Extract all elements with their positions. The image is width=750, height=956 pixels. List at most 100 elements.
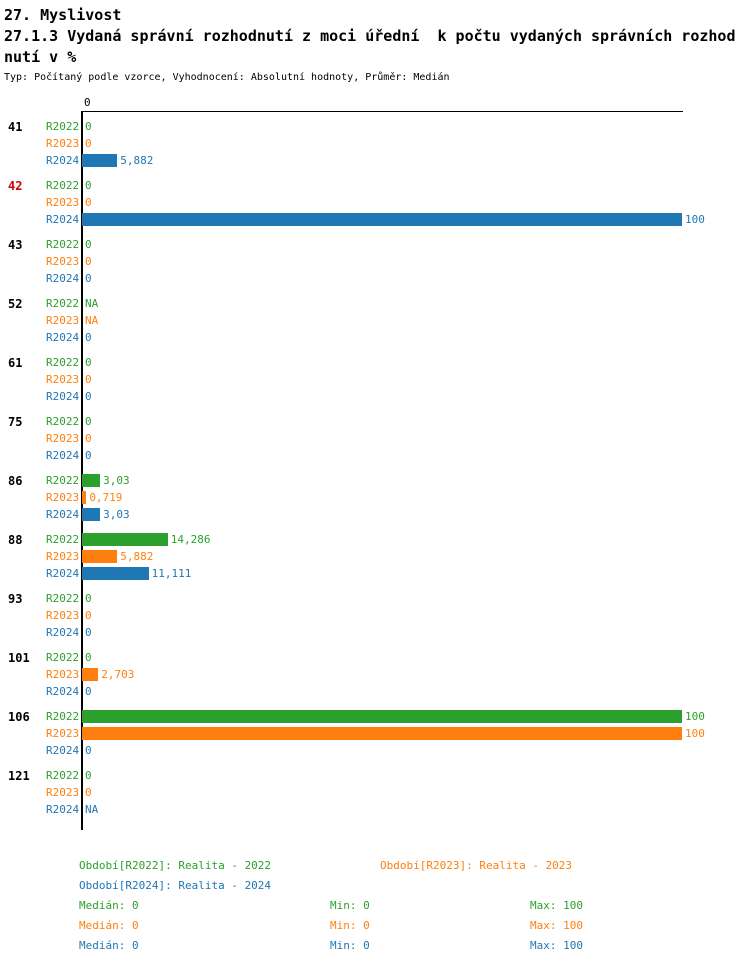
chart-footer: Období[R2022]: Realita - 2022 Období[R20…: [0, 856, 750, 956]
series-label: R2022: [46, 769, 80, 782]
bar-row: R2024 0: [0, 388, 750, 405]
bar-track: 0: [82, 742, 750, 759]
stat-median-r2022: Medián: 0: [79, 899, 139, 912]
bar-track: 0,719: [82, 489, 750, 506]
bar: [82, 727, 682, 740]
axis-tick-label: 0: [84, 96, 91, 109]
series-label: R2024: [46, 803, 80, 816]
category-label: 52: [8, 296, 23, 311]
series-label: R2022: [46, 297, 80, 310]
bar-value-label: 5,882: [120, 550, 154, 563]
bar-value-label: 14,286: [170, 533, 211, 546]
bar-value-label: 0: [85, 331, 92, 344]
bar-track: 100: [82, 708, 750, 725]
series-label: R2022: [46, 356, 80, 369]
series-label: R2023: [46, 491, 80, 504]
category-label: 86: [8, 473, 23, 488]
series-label: R2024: [46, 154, 80, 167]
series-label: R2024: [46, 331, 80, 344]
bar-value-label: 0: [85, 238, 92, 251]
series-label: R2024: [46, 744, 80, 757]
bar-value-label: 0: [85, 272, 92, 285]
bar-row: R2024 3,03: [0, 506, 750, 523]
bar-group: 106 R2022 100 R2023 100 R2024 0: [0, 708, 750, 759]
bar-value-label: 0: [85, 626, 92, 639]
series-label: R2024: [46, 685, 80, 698]
series-label: R2022: [46, 710, 80, 723]
bar-track: 0: [82, 253, 750, 270]
bar-group: 88 R2022 14,286 R2023 5,882 R2024 11,111: [0, 531, 750, 582]
bar-value-label: 0: [85, 255, 92, 268]
legend-item-r2024: Období[R2024]: Realita - 2024: [79, 879, 272, 892]
bar-value-label: 0: [85, 786, 92, 799]
category-label: 101: [8, 650, 30, 665]
bar-group: 52 R2022 NA R2023 NA R2024 0: [0, 295, 750, 346]
bar-row: R2024 11,111: [0, 565, 750, 582]
bar-track: 0: [82, 430, 750, 447]
stat-max-r2024: Max: 100: [530, 939, 583, 952]
bar-value-label: 11,111: [151, 567, 192, 580]
stat-min-r2022: Min: 0: [330, 899, 370, 912]
stat-min-r2024: Min: 0: [330, 939, 370, 952]
series-label: R2024: [46, 567, 80, 580]
bar-row: 93 R2022 0: [0, 590, 750, 607]
bar-track: NA: [82, 295, 750, 312]
bar-track: 0: [82, 624, 750, 641]
bar-group: 43 R2022 0 R2023 0 R2024 0: [0, 236, 750, 287]
bar: [82, 533, 168, 546]
bar-row: R2023 NA: [0, 312, 750, 329]
bar-track: 11,111: [82, 565, 750, 582]
bar-group: 121 R2022 0 R2023 0 R2024 NA: [0, 767, 750, 818]
bar: [82, 550, 118, 563]
bar-track: 0: [82, 388, 750, 405]
legend-row-1: Období[R2022]: Realita - 2022 Období[R20…: [0, 856, 750, 876]
bar-value-label: 0: [85, 651, 92, 664]
bar-row: R2023 0: [0, 784, 750, 801]
series-label: R2024: [46, 626, 80, 639]
stat-median-r2024: Medián: 0: [79, 939, 139, 952]
bar-row: R2023 0: [0, 253, 750, 270]
stats-row-r2024: Medián: 0 Min: 0 Max: 100: [0, 936, 750, 956]
stats-row-r2023: Medián: 0 Min: 0 Max: 100: [0, 916, 750, 936]
bar-row: R2024 0: [0, 447, 750, 464]
bar-value-label: 0: [85, 432, 92, 445]
bar-row: R2023 2,703: [0, 666, 750, 683]
bar-value-label: 0: [85, 137, 92, 150]
bar-track: 0: [82, 649, 750, 666]
bar-group: 75 R2022 0 R2023 0 R2024 0: [0, 413, 750, 464]
bar-value-label: 100: [685, 213, 705, 226]
bar-value-label: NA: [85, 297, 99, 310]
bar-row: R2024 100: [0, 211, 750, 228]
bar-track: 100: [82, 211, 750, 228]
bar-value-label: 0: [85, 120, 92, 133]
bar-track: 0: [82, 784, 750, 801]
bar-value-label: 0: [85, 356, 92, 369]
series-label: R2022: [46, 533, 80, 546]
chart-subtitle-line2: nutí v %: [4, 48, 77, 66]
category-label: 41: [8, 119, 23, 134]
bar-track: 0: [82, 607, 750, 624]
bar-row: 106 R2022 100: [0, 708, 750, 725]
bar-value-label: 3,03: [103, 508, 130, 521]
bar-value-label: 0: [85, 744, 92, 757]
series-label: R2022: [46, 651, 80, 664]
series-label: R2022: [46, 474, 80, 487]
stats-row-r2022: Medián: 0 Min: 0 Max: 100: [0, 896, 750, 916]
bar-row: 88 R2022 14,286: [0, 531, 750, 548]
bar-value-label: 5,882: [120, 154, 154, 167]
plot-area: 41 R2022 0 R2023 0 R2024 5,882 42 R2022 0 R2023 0 R2…: [0, 111, 750, 830]
bar-value-label: 3,03: [103, 474, 130, 487]
bar-value-label: 0: [85, 390, 92, 403]
series-label: R2022: [46, 415, 80, 428]
bar-track: 0: [82, 371, 750, 388]
stat-median-r2023: Medián: 0: [79, 919, 139, 932]
bar-row: R2024 5,882: [0, 152, 750, 169]
bar-group: 42 R2022 0 R2023 0 R2024 100: [0, 177, 750, 228]
bar-group: 41 R2022 0 R2023 0 R2024 5,882: [0, 118, 750, 169]
bar-value-label: 100: [685, 710, 705, 723]
bar-track: 0: [82, 236, 750, 253]
bar-group: 101 R2022 0 R2023 2,703 R2024 0: [0, 649, 750, 700]
bar: [82, 710, 682, 723]
bar-row: R2023 0,719: [0, 489, 750, 506]
bar-track: 0: [82, 683, 750, 700]
